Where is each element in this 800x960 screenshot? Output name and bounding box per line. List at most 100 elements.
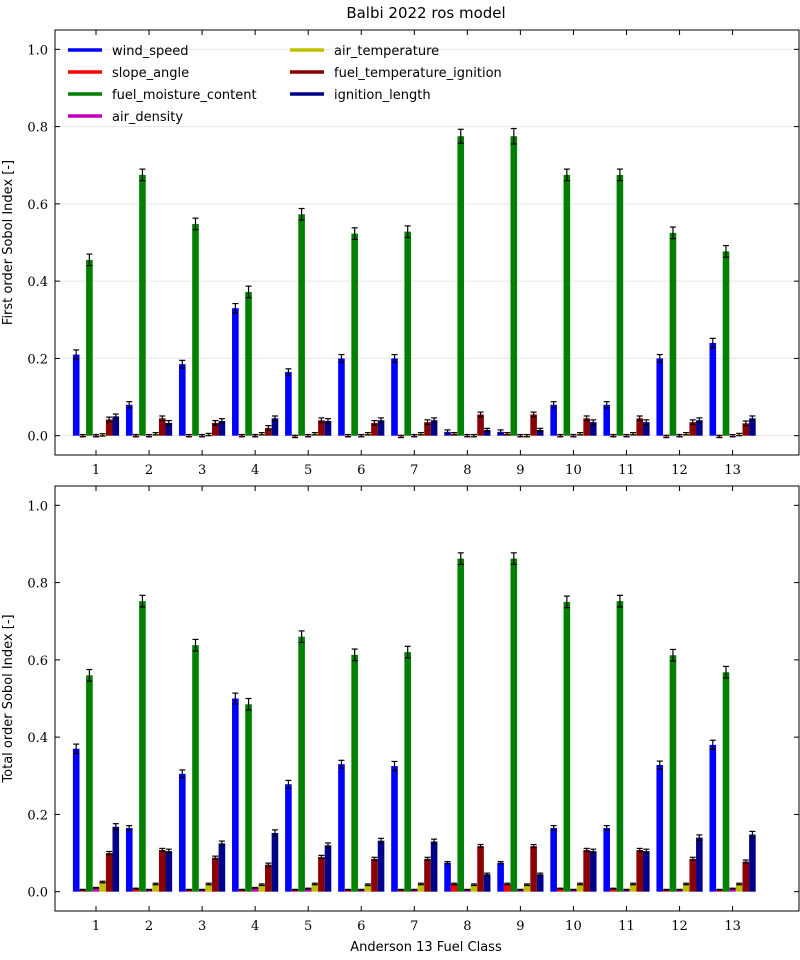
y-tick-label: 0.8 [27,577,48,592]
first-order-panel: 1 2 3 4 5 6 7 8 9 10 11 12 130.00.20.40.60.81.0First… [1,29,800,478]
bar-air_temperature [311,883,319,892]
bar-ignition_length [589,422,597,436]
bar-fuel_temperature_ignition [530,414,537,436]
bar-ignition_length [271,418,279,436]
bar-fuel_temperature_ignition [742,423,750,436]
bar-fuel_moisture_content [669,232,677,436]
bar-wind_speed [550,827,557,892]
bar-fuel_moisture_content [245,291,252,436]
y-tick-label: 0.0 [27,886,48,901]
bar-ignition_length [218,843,226,892]
bar-air_temperature [682,883,690,892]
bar-fuel_temperature_ignition [371,858,378,892]
bar-air_temperature [576,883,584,892]
legend-label-fuel_moisture_content: fuel_moisture_content [112,88,257,103]
bar-ignition_length [749,418,756,436]
bar-slope_angle [610,888,617,892]
bar-fuel_moisture_content [245,704,252,892]
bar-fuel_temperature_ignition [424,858,431,892]
y-tick-label: 0.6 [27,654,48,669]
axes-frame [54,29,800,456]
x-tick-label: 4 [251,463,259,478]
bar-fuel_moisture_content [351,233,358,436]
legend-label-air_density: air_density [112,110,183,125]
x-tick-label: 10 [565,919,582,934]
bar-fuel_moisture_content [298,214,305,436]
x-tick-label: 7 [410,463,418,478]
bar-wind_speed [125,827,133,892]
bar-fuel_temperature_ignition [158,849,166,892]
bar-fuel_moisture_content [563,601,571,892]
bar-ignition_length [643,851,650,892]
x-tick-label: 1 [92,463,100,478]
bar-wind_speed [338,358,345,436]
bar-fuel_temperature_ignition [318,420,325,436]
bar-ignition_length [430,841,438,892]
bar-wind_speed [232,308,239,436]
bar-fuel_moisture_content [616,174,624,436]
bar-wind_speed [72,354,80,436]
bar-fuel_moisture_content [86,675,93,892]
bar-ignition_length [589,851,597,892]
bar-air_temperature [735,883,743,892]
legend-label-ignition_length: ignition_length [334,88,431,103]
x-tick-label: 2 [145,919,153,934]
y-axis-label: First order Sobol Index [-] [1,160,16,325]
x-tick-label: 4 [251,919,259,934]
bar-fuel_temperature_ignition [105,419,113,436]
y-tick-label: 0.6 [27,198,48,213]
y-tick-label: 0.8 [27,121,48,136]
bar-ignition_length [536,874,544,892]
bar-fuel_temperature_ignition [583,418,590,436]
bar-air_density [729,888,736,892]
bar-ignition_length [218,421,226,436]
x-tick-label: 8 [463,919,471,934]
bar-wind_speed [285,371,292,436]
x-tick-label: 3 [198,463,206,478]
bar-air_density [251,887,259,892]
x-tick-label: 6 [357,919,365,934]
y-tick-label: 0.4 [27,275,48,290]
bar-wind_speed [179,773,186,892]
bar-fuel_temperature_ignition [583,849,590,892]
bar-ignition_length [696,837,703,892]
bar-wind_speed [656,764,664,892]
bar-fuel_moisture_content [722,672,730,892]
bar-wind_speed [232,698,239,892]
bar-ignition_length [483,874,491,892]
bar-fuel_moisture_content [616,601,624,892]
y-axis-label: Total order Sobol Index [-] [1,614,16,783]
bar-fuel_moisture_content [192,223,199,436]
x-axis-label: Anderson 13 Fuel Class [350,940,502,955]
bar-air_density [92,887,100,892]
bar-ignition_length [377,840,385,892]
bar-wind_speed [444,862,451,892]
bar-wind_speed [550,404,557,436]
bar-slope_angle [450,883,458,892]
bar-fuel_temperature_ignition [424,422,431,436]
bar-wind_speed [391,766,398,892]
x-tick-label: 11 [618,919,635,934]
bar-air_temperature [523,884,531,892]
legend-label-air_temperature: air_temperature [334,44,439,59]
bar-fuel_temperature_ignition [689,858,697,892]
x-tick-label: 1 [92,919,100,934]
bar-ignition_length [749,834,756,892]
bar-ignition_length [643,422,650,436]
bar-ignition_length [324,421,332,436]
bar-air_temperature [205,883,212,892]
bar-fuel_temperature_ignition [212,422,219,436]
bar-air_temperature [99,882,106,892]
x-tick-label: 5 [304,463,312,478]
x-tick-label: 9 [516,463,524,478]
legend-label-fuel_temperature_ignition: fuel_temperature_ignition [334,66,502,81]
bar-air_temperature [629,883,637,892]
x-tick-label: 11 [618,463,635,478]
bar-fuel_moisture_content [404,652,411,892]
bar-fuel_temperature_ignition [689,422,697,436]
bar-fuel_moisture_content [669,655,677,892]
bar-ignition_length [324,845,332,892]
bar-fuel_temperature_ignition [477,846,484,892]
bar-fuel_moisture_content [139,174,146,436]
